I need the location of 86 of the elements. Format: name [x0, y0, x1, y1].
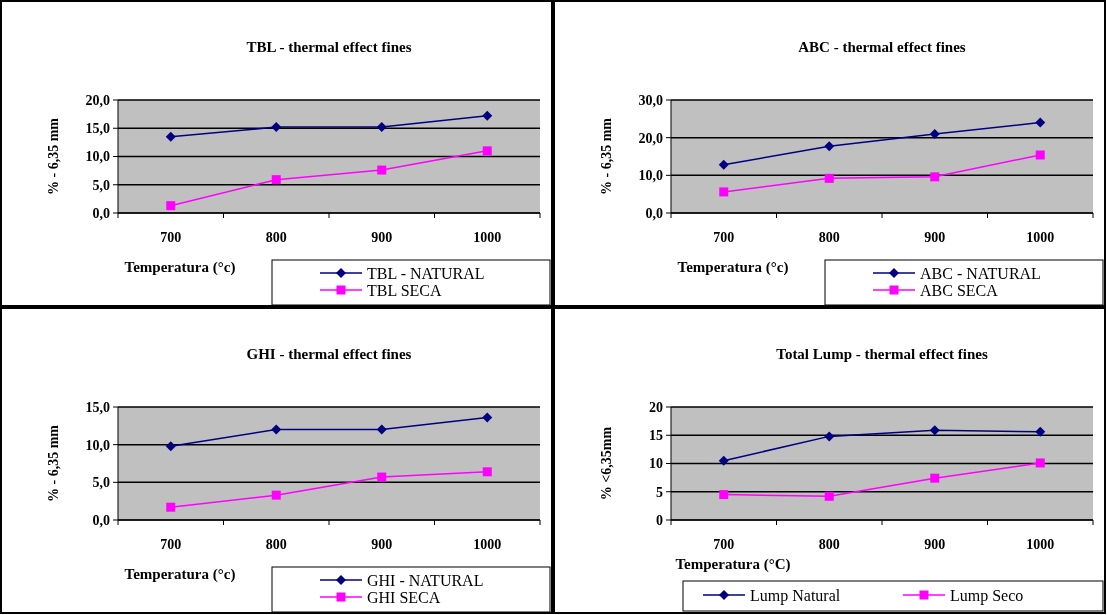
y-tick-label: 5,0	[92, 177, 110, 193]
x-axis-title: Temperatura (°C)	[675, 556, 791, 573]
x-tick-label: 700	[160, 537, 182, 552]
chart-title: GHI - thermal effect fines	[246, 346, 412, 362]
x-axis-title: Temperatura (°c)	[124, 259, 236, 276]
y-tick-label: 20	[649, 399, 663, 415]
y-tick-label: 10	[649, 456, 663, 472]
x-tick-label: 1000	[473, 537, 502, 552]
legend-label: ABC SECA	[920, 281, 999, 299]
x-axis-title: Temperatura (°c)	[124, 566, 236, 583]
point	[1035, 458, 1045, 468]
point	[271, 122, 282, 133]
point	[271, 490, 281, 500]
point	[271, 424, 282, 435]
point	[376, 424, 387, 435]
y-tick-label: 0,0	[645, 205, 663, 221]
y-axis-title: % - 6,35 mm	[46, 117, 61, 195]
y-tick-label: 0,0	[92, 205, 110, 221]
point	[824, 141, 835, 152]
x-axis-title: Temperatura (°c)	[677, 259, 789, 276]
point	[719, 187, 729, 197]
point	[930, 473, 940, 483]
point	[718, 455, 729, 466]
y-tick-label: 5	[656, 484, 663, 500]
x-tick-label: 1000	[1026, 230, 1055, 245]
x-tick-label: 800	[818, 537, 840, 552]
y-tick-label: 10,0	[85, 149, 110, 165]
point	[1035, 426, 1046, 437]
y-tick-label: 0,0	[92, 512, 110, 528]
x-tick-label: 800	[265, 537, 287, 552]
x-tick-label: 1000	[473, 230, 502, 245]
chart-title: TBL - thermal effect fines	[246, 39, 412, 55]
point	[929, 425, 940, 436]
chart-title: Total Lump - thermal effect fines	[776, 346, 988, 362]
legend-label: Lump Seco	[950, 586, 1024, 605]
x-tick-label: 800	[818, 230, 840, 245]
point	[824, 491, 834, 501]
x-tick-label: 700	[713, 537, 735, 552]
point	[377, 472, 387, 482]
y-tick-label: 10,0	[85, 437, 110, 453]
point	[482, 110, 493, 121]
point	[482, 146, 492, 156]
legend-label: Lump Natural	[750, 586, 841, 605]
point	[165, 131, 176, 142]
legend-label: GHI SECA	[367, 588, 441, 606]
point	[271, 175, 281, 185]
legend-label: TBL - NATURAL	[367, 264, 485, 282]
y-tick-label: 0	[656, 512, 663, 528]
point	[718, 159, 729, 170]
y-axis-title: % - 6,35 mm	[46, 424, 61, 502]
point	[482, 467, 492, 477]
legend-label: ABC - NATURAL	[920, 264, 1041, 282]
y-tick-label: 15,0	[85, 399, 110, 415]
y-tick-label: 30,0	[638, 92, 663, 108]
y-axis-title: % - 6,35 mm	[599, 117, 614, 195]
point	[376, 122, 387, 133]
x-tick-label: 1000	[1026, 537, 1055, 552]
point	[482, 412, 493, 423]
point	[824, 431, 835, 442]
x-tick-label: 700	[713, 230, 735, 245]
x-tick-label: 700	[160, 230, 182, 245]
x-tick-label: 900	[371, 230, 393, 245]
chart-title: ABC - thermal effect fines	[798, 39, 966, 55]
y-tick-label: 15	[649, 428, 663, 444]
point	[1035, 150, 1045, 160]
legend-label: TBL SECA	[367, 281, 442, 299]
point	[166, 201, 176, 211]
legend-label: GHI - NATURAL	[367, 571, 484, 589]
y-tick-label: 10,0	[638, 168, 663, 184]
point	[824, 173, 834, 183]
x-tick-label: 900	[924, 537, 946, 552]
point	[166, 502, 176, 512]
x-tick-label: 900	[371, 537, 393, 552]
y-tick-label: 15,0	[85, 121, 110, 137]
y-tick-label: 5,0	[92, 475, 110, 491]
point	[377, 165, 387, 175]
point	[165, 441, 176, 452]
point	[1035, 117, 1046, 128]
y-axis-title: % <6,35mm	[599, 426, 614, 501]
x-tick-label: 800	[265, 230, 287, 245]
y-tick-label: 20,0	[638, 130, 663, 146]
point	[719, 490, 729, 500]
point	[929, 128, 940, 139]
point	[930, 172, 940, 182]
x-tick-label: 900	[924, 230, 946, 245]
y-tick-label: 20,0	[85, 92, 110, 108]
